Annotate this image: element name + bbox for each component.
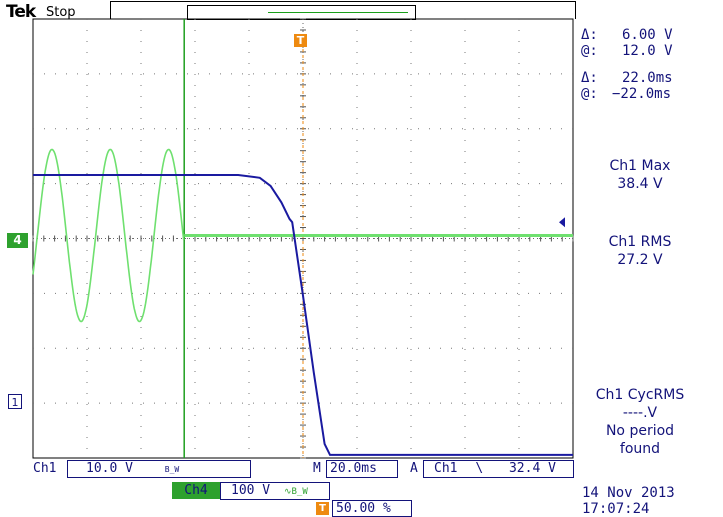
timebase-box[interactable]: 20.0ms	[326, 460, 398, 478]
trigger-position-box[interactable]: 50.00 %	[332, 500, 412, 517]
trigger-mode: A	[410, 461, 418, 476]
measurement-cycrms-note2: found	[619, 441, 661, 457]
time: 17:07:24	[582, 501, 650, 517]
ch4-label: Ch4	[172, 482, 220, 499]
measurement-rms-value: 27.2 V	[617, 252, 663, 268]
ch4-trace-sine	[32, 148, 185, 323]
trigger-slope-icon: \	[475, 461, 484, 476]
trigger-level-arrow	[559, 217, 565, 228]
ch4-coupling-icon: ∿B_W	[283, 487, 308, 497]
cursor-volts-at-label: @:	[581, 43, 598, 59]
trigger-position: 50.00 %	[336, 501, 391, 516]
graticule	[32, 18, 574, 459]
cursor-time-at-value: −22.0ms	[612, 86, 672, 102]
ch1-ground-marker[interactable]: 1	[8, 394, 22, 409]
ch1-label: Ch1	[33, 461, 57, 476]
measurement-max-value: 38.4 V	[617, 176, 663, 192]
cursor-time-delta-label: Δ:	[581, 70, 598, 86]
cursor-time-at-label: @:	[581, 86, 598, 102]
ch1-scale: 10.0 V	[86, 461, 133, 476]
measurement-max: Ch1 Max 38.4 V	[580, 157, 700, 193]
ch1-trace	[33, 174, 573, 456]
ch4-scale-box[interactable]: 100 V ∿B_W	[220, 482, 330, 500]
measurement-cycrms-note: No period	[605, 423, 675, 439]
trigger-level: 32.4 V	[508, 461, 556, 476]
timebase-prefix: M	[313, 461, 321, 476]
header-frame	[110, 1, 576, 19]
measurement-max-name: Ch1 Max	[609, 158, 671, 174]
ch1-bandwidth-icon: B_W	[164, 465, 180, 474]
ch4-scale: 100 V	[231, 483, 271, 498]
trigger-position-icon: T	[316, 502, 329, 515]
ch4-ground-marker[interactable]: 4	[7, 233, 28, 248]
acquisition-status: Stop	[46, 5, 76, 20]
trigger-source: Ch1	[434, 461, 458, 476]
cursor-time-delta-value: 22.0ms	[622, 70, 673, 86]
trigger-position-marker[interactable]: T	[294, 34, 307, 47]
date: 14 Nov 2013	[582, 485, 675, 501]
measurement-cycrms: Ch1 CycRMS ----.V No period found	[575, 386, 705, 458]
brand-logo: Tek	[6, 2, 36, 22]
measurement-rms: Ch1 RMS 27.2 V	[580, 233, 700, 269]
trigger-box[interactable]: Ch1 \ 32.4 V	[423, 460, 574, 478]
cursor-volts-delta-label: Δ:	[581, 27, 598, 43]
measurement-rms-name: Ch1 RMS	[608, 234, 672, 250]
traces	[32, 19, 573, 458]
timebase: 20.0ms	[330, 461, 377, 476]
measurement-cycrms-value: ----.V	[622, 405, 658, 421]
measurement-cycrms-name: Ch1 CycRMS	[595, 387, 685, 403]
cursor-volts-delta-value: 6.00 V	[622, 27, 673, 43]
cursor-volts-at-value: 12.0 V	[622, 43, 673, 59]
ch1-scale-box[interactable]: 10.0 V B_W	[67, 460, 251, 478]
